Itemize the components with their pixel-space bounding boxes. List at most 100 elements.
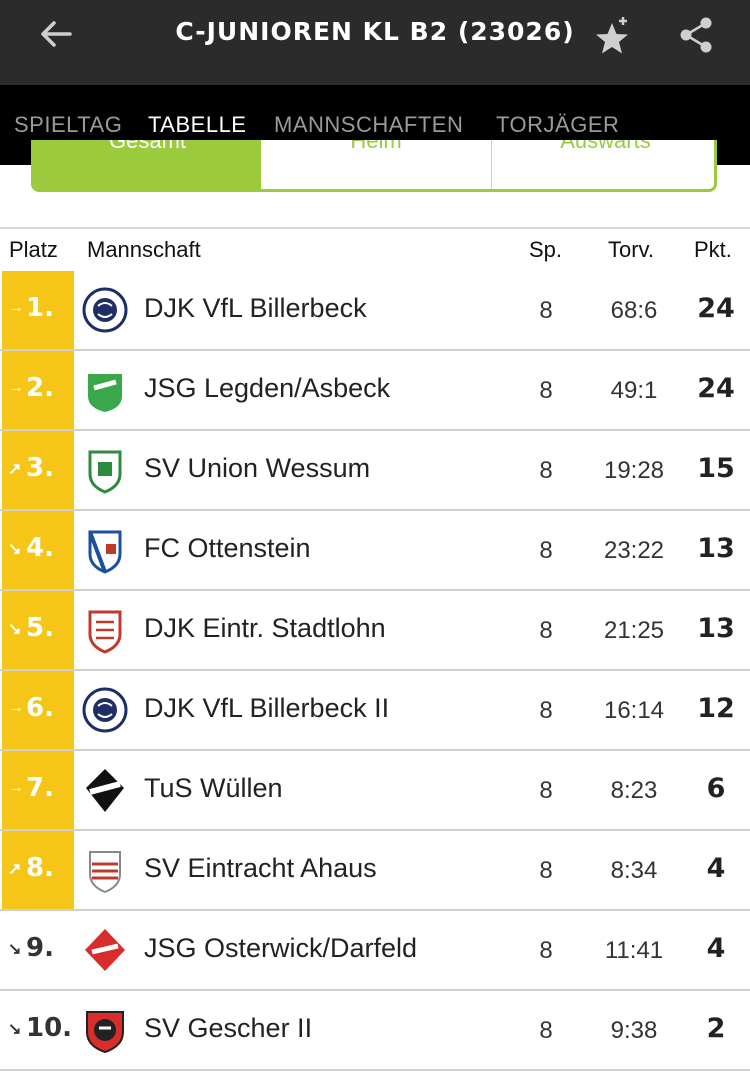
points: 13 [697,533,735,564]
table-row[interactable]: ↘ 4. FC Ottenstein 8 23:22 13 [0,511,750,591]
team-logo [82,446,128,494]
col-sp: Sp. [529,237,563,262]
games-played: 8 [539,537,553,564]
team-logo [82,526,128,574]
points: 12 [697,693,735,724]
goal-ratio: 19:28 [603,457,665,484]
team-logo [82,926,128,974]
team-logo [82,686,128,734]
segment-heim[interactable]: Heim [261,140,492,189]
points: 4 [706,933,726,964]
trend-arrow: → [8,699,24,716]
table-row[interactable]: → 1. DJK VfL Billerbeck 8 68:6 24 [0,271,750,351]
team-logo [82,366,128,414]
arrow-left-icon [41,21,72,47]
team-name: DJK VfL Billerbeck [144,293,367,323]
goal-ratio: 21:25 [603,617,665,644]
table-row[interactable]: → 2. JSG Legden/Asbeck 8 49:1 24 [0,351,750,431]
trend-arrow: → [8,299,24,316]
col-mannschaft: Mannschaft [87,237,201,262]
tab-torjaeger[interactable]: TORJÄGER [496,112,620,137]
segment-gesamt[interactable]: Gesamt [34,140,261,189]
rank: 1. [26,293,54,323]
table-row[interactable]: ↘ 9. JSG Osterwick/Darfeld 8 11:41 4 [0,911,750,991]
page-title: C-JUNIOREN KL B2 (23026) [175,17,575,46]
trend-arrow: ↗ [8,861,22,878]
rank: 6. [26,693,54,723]
team-name: JSG Osterwick/Darfeld [144,933,418,963]
points: 6 [706,773,726,804]
rank: 3. [26,453,54,483]
team-name: DJK Eintr. Stadtlohn [144,613,386,643]
rank-cell: → 7. [2,751,74,829]
team-logo [82,606,128,654]
points: 24 [697,373,735,404]
tab-tabelle[interactable]: TABELLE [148,112,247,137]
games-played: 8 [539,857,553,884]
tab-spieltag[interactable]: SPIELTAG [14,112,123,137]
rank-cell: ↗ 8. [2,831,74,909]
team-name: TuS Wüllen [144,773,283,803]
goal-ratio: 8:23 [610,777,658,804]
team-name: DJK VfL Billerbeck II [144,693,390,723]
goal-ratio: 16:14 [603,697,665,724]
team-logo [82,846,128,894]
col-platz: Platz [9,237,58,262]
rank-cell: ↗ 3. [2,431,74,509]
rank: 8. [26,853,54,883]
goal-ratio: 23:22 [603,537,665,564]
trend-arrow: ↘ [8,541,22,558]
games-played: 8 [539,457,553,484]
points: 13 [697,613,735,644]
share-icon [680,17,712,53]
table-row[interactable]: → 6. DJK VfL Billerbeck II 8 16:14 12 [0,671,750,751]
table-header: Platz Mannschaft Sp. Torv. Pkt. [0,227,750,273]
games-played: 8 [539,697,553,724]
points: 4 [706,853,726,884]
segment-control: Gesamt Heim Auswärts [31,140,717,192]
share-button[interactable] [676,14,716,56]
trend-arrow: → [8,779,24,796]
segment-auswaerts[interactable]: Auswärts [560,140,651,153]
rank: 4. [26,533,54,563]
rank: 7. [26,773,54,803]
trend-arrow: ↘ [8,1021,22,1038]
rank: 9. [26,933,54,963]
games-played: 8 [539,937,553,964]
points: 15 [697,453,735,484]
games-played: 8 [539,297,553,324]
rank-cell: ↘ 10. [2,991,74,1069]
rank-cell: ↘ 4. [2,511,74,589]
team-name: SV Eintracht Ahaus [144,853,377,883]
col-pkt: Pkt. [694,237,732,262]
table-row[interactable]: ↗ 8. SV Eintracht Ahaus 8 8:34 4 [0,831,750,911]
team-logo [82,286,128,334]
table-row[interactable]: ↘ 5. DJK Eintr. Stadtlohn 8 21:25 13 [0,591,750,671]
team-logo [82,766,128,814]
trend-arrow: → [8,379,24,396]
goal-ratio: 49:1 [610,377,658,404]
app-bar: C-JUNIOREN KL B2 (23026) [0,0,750,85]
col-torv: Torv. [608,237,655,262]
goal-ratio: 68:6 [610,297,658,324]
games-played: 8 [539,617,553,644]
back-button[interactable] [36,14,76,54]
rank: 10. [26,1013,73,1043]
team-name: SV Gescher II [144,1013,313,1043]
points: 24 [697,293,735,324]
tab-mannschaften[interactable]: MANNSCHAFTEN [274,112,464,137]
trend-arrow: ↗ [8,461,22,478]
rank: 2. [26,373,54,403]
goal-ratio: 11:41 [604,937,664,964]
table-row[interactable]: ↘ 10. SV Gescher II 8 9:38 2 [0,991,750,1071]
table-row[interactable]: → 7. TuS Wüllen 8 8:23 6 [0,751,750,831]
rank-cell: → 6. [2,671,74,749]
team-name: JSG Legden/Asbeck [144,373,391,403]
rank-cell: ↘ 9. [2,911,74,989]
points: 2 [706,1013,726,1044]
favorite-button[interactable] [592,14,636,58]
table-row[interactable]: ↗ 3. SV Union Wessum 8 19:28 15 [0,431,750,511]
trend-arrow: ↘ [8,621,22,638]
games-played: 8 [539,1017,553,1044]
star-plus-icon [596,17,628,54]
